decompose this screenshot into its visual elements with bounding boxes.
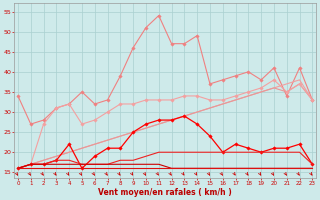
X-axis label: Vent moyen/en rafales ( km/h ): Vent moyen/en rafales ( km/h ) xyxy=(98,188,232,197)
